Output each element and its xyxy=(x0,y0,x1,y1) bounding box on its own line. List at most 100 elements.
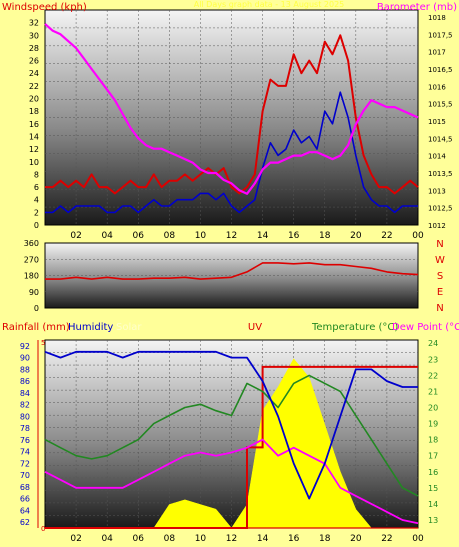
humidity-y-tick: 70 xyxy=(20,471,30,480)
wind-y-tick: 32 xyxy=(29,19,39,28)
humidity-title: Humidity xyxy=(68,322,113,333)
x-tick-label: 12 xyxy=(226,231,237,241)
temperature-y-tick: 19 xyxy=(428,420,438,429)
x-tick-label: 10 xyxy=(195,534,207,543)
x-tick-label: 18 xyxy=(319,534,331,543)
x-tick-label: 22 xyxy=(381,231,392,241)
compass-label: S xyxy=(437,271,443,282)
header-text: All Days graph data - 13 August 2025 xyxy=(194,0,345,9)
baro-y-tick: 1013,5 xyxy=(428,170,453,178)
humidity-y-tick: 62 xyxy=(20,518,30,527)
compass-label: W xyxy=(435,255,445,266)
x-tick-label: 00 xyxy=(412,534,424,543)
solar-title: Solar xyxy=(116,322,142,333)
temperature-title: Temperature (°C) xyxy=(311,322,398,333)
x-tick-label: 12 xyxy=(226,534,237,543)
humidity-y-tick: 64 xyxy=(20,506,30,515)
wind-y-tick: 22 xyxy=(29,82,39,91)
dewpoint-title: Dew Point (°C) xyxy=(392,322,459,333)
humidity-y-tick: 80 xyxy=(20,412,30,421)
baro-y-tick: 1015 xyxy=(428,118,446,126)
baro-y-tick: 1012 xyxy=(428,222,446,230)
temperature-y-tick: 23 xyxy=(428,355,438,364)
baro-y-tick: 1012,5 xyxy=(428,205,453,213)
direction-y-tick: 180 xyxy=(24,272,39,281)
temperature-y-tick: 20 xyxy=(428,403,438,412)
barometer-title: Barometer (mb) xyxy=(377,2,457,13)
wind-y-tick: 16 xyxy=(29,120,39,129)
wind-y-tick: 8 xyxy=(34,170,39,179)
x-tick-label: 06 xyxy=(133,231,145,241)
x-tick-label: 04 xyxy=(101,231,113,241)
uv-title: UV xyxy=(248,322,262,333)
dewpoint-series xyxy=(44,438,419,525)
wind-y-tick: 2 xyxy=(34,208,39,217)
compass-label: N xyxy=(436,239,443,250)
humidity-y-tick: 92 xyxy=(20,342,30,351)
x-tick-label: 16 xyxy=(288,231,300,241)
temperature-series xyxy=(44,374,419,497)
x-tick-label: 08 xyxy=(164,534,176,543)
humidity-y-tick: 86 xyxy=(20,377,30,386)
wind-y-tick: 24 xyxy=(29,69,39,78)
wind-y-tick: 12 xyxy=(29,145,39,154)
humidity-y-tick: 78 xyxy=(20,424,30,433)
temperature-y-tick: 18 xyxy=(428,436,438,445)
humidity-y-tick: 72 xyxy=(20,459,30,468)
direction-y-tick: 270 xyxy=(24,255,39,264)
humidity-y-tick: 82 xyxy=(20,401,30,410)
baro-y-tick: 1014 xyxy=(428,153,446,161)
x-tick-label: 02 xyxy=(70,231,81,241)
temperature-y-tick: 21 xyxy=(428,387,438,396)
direction-y-tick: 90 xyxy=(29,288,39,297)
wind-y-tick: 10 xyxy=(29,158,39,167)
windspeed-title: Windspeed (kph) xyxy=(2,2,87,13)
wind-y-tick: 28 xyxy=(29,44,39,53)
baro-y-tick: 1013 xyxy=(428,187,446,195)
direction-y-tick: 360 xyxy=(24,239,39,248)
baro-y-tick: 1016 xyxy=(428,83,446,91)
windspeed-series xyxy=(45,34,419,195)
humidity-y-tick: 74 xyxy=(20,448,30,457)
wind-y-tick: 26 xyxy=(29,57,39,66)
wind-y-tick: 4 xyxy=(34,196,39,205)
baro-y-tick: 1016,5 xyxy=(428,66,453,74)
x-tick-label: 08 xyxy=(164,231,176,241)
x-tick-label: 14 xyxy=(257,534,269,543)
wind-y-tick: 20 xyxy=(29,95,39,104)
temperature-y-tick: 22 xyxy=(428,371,438,380)
humidity-series xyxy=(44,350,418,500)
wind-y-tick: 0 xyxy=(34,221,39,230)
rainfall-title: Rainfall (mm) xyxy=(2,322,70,333)
barometer-series xyxy=(44,23,419,195)
baro-y-tick: 1018 xyxy=(428,14,446,22)
panel-wind-direction xyxy=(45,243,418,308)
wind-y-tick: 30 xyxy=(29,31,39,40)
x-tick-label: 14 xyxy=(257,231,269,241)
rain-y-tick: 0 xyxy=(41,525,45,533)
wind-y-tick: 14 xyxy=(29,132,39,141)
wind-y-tick: 6 xyxy=(34,183,39,192)
temperature-y-tick: 16 xyxy=(428,468,438,477)
humidity-y-tick: 66 xyxy=(20,495,30,504)
x-tick-label: 20 xyxy=(350,534,362,543)
compass-label: N xyxy=(436,303,443,314)
x-tick-label: 06 xyxy=(133,534,145,543)
temperature-y-tick: 14 xyxy=(428,500,438,509)
temperature-y-tick: 17 xyxy=(428,452,438,461)
wind-direction-series xyxy=(45,262,419,280)
humidity-y-tick: 90 xyxy=(20,354,30,363)
humidity-y-tick: 88 xyxy=(20,365,30,374)
x-tick-label: 02 xyxy=(70,534,81,543)
temperature-y-tick: 13 xyxy=(428,516,438,525)
baro-y-tick: 1017,5 xyxy=(428,31,453,39)
compass-label: E xyxy=(437,287,443,298)
x-tick-label: 22 xyxy=(381,534,392,543)
wind-y-tick: 18 xyxy=(29,107,39,116)
temperature-y-tick: 15 xyxy=(428,484,438,493)
baro-y-tick: 1014,5 xyxy=(428,135,453,143)
temperature-y-tick: 24 xyxy=(428,339,438,348)
x-tick-label: 16 xyxy=(288,534,300,543)
